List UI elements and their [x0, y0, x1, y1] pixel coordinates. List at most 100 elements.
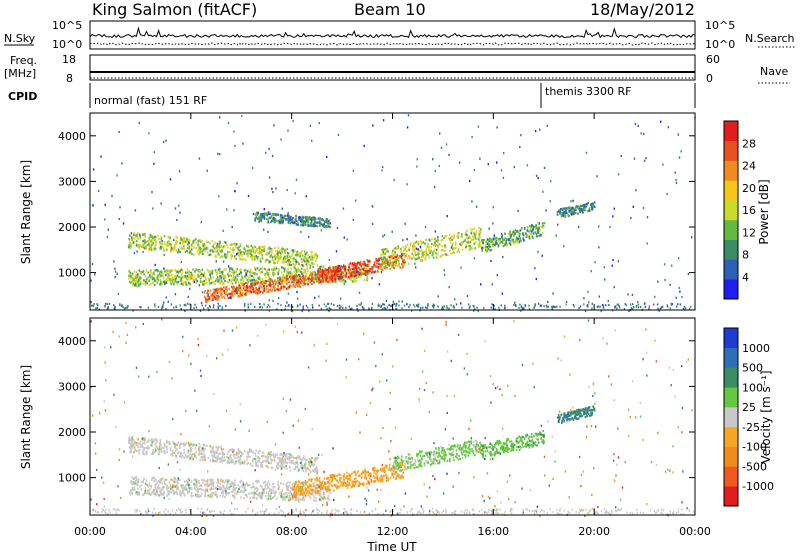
power-echo-cell	[219, 275, 221, 277]
power-echo-cell	[299, 216, 301, 218]
power-floor-cell	[390, 305, 391, 307]
power-echo-cell	[231, 255, 233, 257]
power-floor-cell	[426, 307, 427, 309]
velocity-echo-cell	[129, 446, 131, 448]
power-noise-cell	[236, 290, 237, 292]
velocity-echo-cell	[212, 456, 214, 458]
power-echo-cell	[318, 278, 320, 280]
velocity-echo-cell	[169, 443, 171, 445]
power-echo-cell	[260, 258, 262, 260]
power-echo-cell	[315, 252, 317, 254]
nsearch-tick-bottom: 10^0	[705, 38, 735, 51]
power-echo-cell	[368, 264, 370, 266]
power-echo-cell	[355, 281, 357, 283]
power-echo-cell	[137, 276, 139, 278]
velocity-echo-cell	[285, 465, 287, 467]
velocity-echo-cell	[163, 450, 165, 452]
velocity-echo-cell	[156, 439, 158, 441]
power-noise-cell	[176, 219, 177, 221]
power-echo-cell	[563, 207, 565, 209]
power-noise-cell	[286, 275, 287, 277]
power-noise-cell	[157, 269, 158, 271]
power-echo-cell	[145, 241, 147, 243]
power-echo-cell	[475, 238, 477, 240]
velocity-echo-cell	[199, 451, 201, 453]
power-echo-cell	[487, 239, 489, 241]
power-floor-cell	[268, 304, 269, 306]
power-echo-cell	[183, 245, 185, 247]
power-floor-cell	[184, 304, 185, 306]
power-floor-cell	[420, 307, 421, 309]
power-floor-cell	[218, 305, 219, 307]
velocity-echo-cell	[254, 453, 256, 455]
power-noise-cell	[545, 209, 546, 211]
power-echo-cell	[322, 274, 324, 276]
power-echo-cell	[205, 300, 207, 302]
velocity-echo-cell	[130, 449, 132, 451]
power-echo-cell	[352, 268, 354, 270]
power-noise-cell	[119, 218, 120, 220]
velocity-echo-cell	[239, 450, 241, 452]
power-floor-cell	[580, 306, 581, 308]
velocity-echo-cell	[139, 449, 141, 451]
power-echo-cell	[172, 279, 174, 281]
power-echo-cell	[575, 212, 577, 214]
power-echo-cell	[305, 218, 307, 220]
power-echo-cell	[469, 245, 471, 247]
power-noise-cell	[339, 276, 340, 278]
power-echo-cell	[435, 252, 437, 254]
power-echo-cell	[436, 256, 438, 258]
nave-tick-top: 60	[706, 53, 720, 66]
power-echo-cell	[280, 277, 282, 279]
power-floor-cell	[534, 305, 535, 307]
power-echo-cell	[152, 242, 154, 244]
power-echo-cell	[257, 212, 259, 214]
power-echo-cell	[170, 243, 172, 245]
power-floor-cell	[592, 303, 593, 305]
power-echo-cell	[247, 255, 249, 257]
power-echo-cell	[398, 265, 400, 267]
power-floor-cell	[319, 305, 320, 307]
power-echo-cell	[145, 275, 147, 277]
power-echo-cell	[136, 240, 138, 242]
power-echo-cell	[564, 214, 566, 216]
power-echo-cell	[244, 287, 246, 289]
power-echo-cell	[155, 269, 157, 271]
velocity-echo-cell	[243, 497, 245, 499]
velocity-echo-cell	[184, 444, 186, 446]
power-echo-cell	[202, 253, 204, 255]
power-echo-cell	[143, 279, 145, 281]
power-echo-cell	[231, 286, 233, 288]
velocity-echo-cell	[191, 456, 193, 458]
power-echo-cell	[391, 262, 393, 264]
power-echo-cell	[405, 261, 407, 263]
power-echo-cell	[315, 221, 317, 223]
power-echo-cell	[341, 274, 343, 276]
power-echo-cell	[130, 276, 132, 278]
power-echo-cell	[265, 280, 267, 282]
velocity-echo-cell	[286, 454, 288, 456]
velocity-echo-cell	[210, 460, 212, 462]
power-echo-cell	[189, 277, 191, 279]
velocity-echo-cell	[298, 456, 300, 458]
freq-tick-top: 18	[62, 53, 76, 66]
power-echo-cell	[212, 240, 214, 242]
power-echo-cell	[272, 268, 274, 270]
power-echo-cell	[196, 247, 198, 249]
power-echo-cell	[441, 239, 443, 241]
power-echo-cell	[163, 250, 165, 252]
power-echo-cell	[258, 289, 260, 291]
power-echo-cell	[239, 249, 241, 251]
velocity-echo-cell	[230, 461, 232, 463]
power-echo-cell	[273, 262, 275, 264]
power-echo-cell	[307, 283, 309, 285]
power-noise-cell	[148, 132, 149, 134]
power-echo-cell	[224, 297, 226, 299]
power-noise-cell	[621, 155, 622, 157]
velocity-echo-cell	[181, 443, 183, 445]
power-noise-cell	[405, 223, 406, 225]
power-echo-cell	[233, 272, 235, 274]
power-echo-cell	[574, 208, 576, 210]
power-echo-cell	[232, 283, 234, 285]
power-echo-cell	[504, 233, 506, 235]
